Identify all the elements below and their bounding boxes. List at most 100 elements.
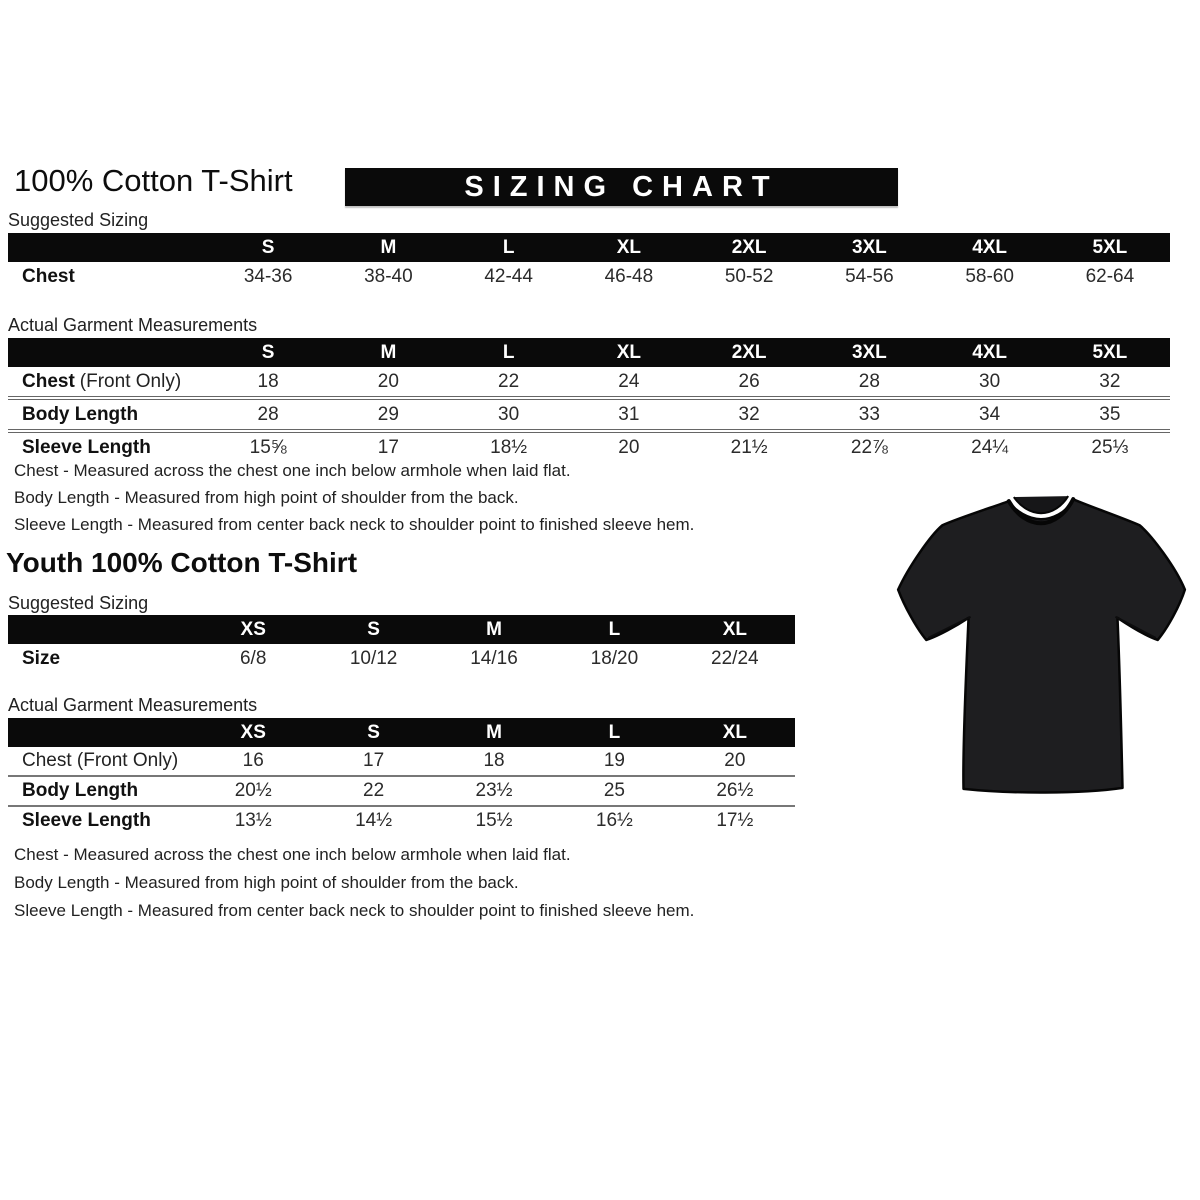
- measurement-note: Sleeve Length - Measured from center bac…: [14, 901, 695, 920]
- cell-value: 14/16: [470, 648, 518, 669]
- measurement-note: Body Length - Measured from high point o…: [14, 488, 519, 507]
- size-column-header: XL: [616, 341, 642, 363]
- cell-value: 16½: [595, 810, 633, 831]
- size-column-header: L: [608, 721, 621, 743]
- cell-value: 31: [618, 403, 640, 425]
- size-column-header: XL: [722, 618, 747, 640]
- row-label: Body Length: [22, 403, 139, 425]
- table-header-row: S M L XL 2XL 3XL 4XL 5XL: [8, 233, 1170, 262]
- size-column-header: M: [486, 618, 502, 640]
- size-column-header: M: [380, 341, 397, 363]
- size-column-header: 2XL: [731, 236, 767, 258]
- cell-value: 24: [618, 370, 640, 392]
- table-header-row: XS S M L XL: [8, 615, 795, 644]
- row-label: Sleeve Length: [22, 436, 151, 458]
- cell-value: 20: [724, 750, 746, 771]
- cell-value: 32: [1099, 370, 1121, 392]
- size-column-header: 4XL: [972, 236, 1008, 258]
- cell-value: 24¼: [971, 436, 1009, 458]
- table-header-row: S M L XL 2XL 3XL 4XL 5XL: [8, 338, 1170, 367]
- cell-value: 42-44: [484, 266, 533, 287]
- cell-value: 22: [363, 780, 385, 801]
- cell-value: 18: [483, 750, 505, 771]
- measurement-note: Sleeve Length - Measured from center bac…: [14, 515, 695, 534]
- size-column-header: 3XL: [851, 236, 887, 258]
- table-row: Body Length 20½ 22 23½ 25 26½: [8, 775, 795, 805]
- table-row: Chest (Front Only) 16 17 18 19 20: [8, 747, 795, 775]
- size-column-header: 5XL: [1092, 236, 1128, 258]
- size-column-header: XS: [240, 721, 266, 743]
- table-row: Chest 34-36 38-40 42-44 46-48 50-52 54-5…: [8, 262, 1170, 292]
- table-header-row: XS S M L XL: [8, 718, 795, 747]
- cell-value: 25⅓: [1091, 436, 1129, 458]
- cell-value: 33: [858, 403, 880, 425]
- row-label-suffix: (Front Only): [79, 370, 182, 392]
- sizing-chart-banner: SIZING CHART: [345, 168, 898, 206]
- cell-value: 54-56: [845, 266, 894, 287]
- cell-value: 16: [242, 750, 264, 771]
- size-column-header: 4XL: [972, 341, 1008, 363]
- cell-value: 21½: [730, 436, 768, 458]
- cell-value: 46-48: [604, 266, 654, 287]
- youth-suggested-sizing-label: Suggested Sizing: [8, 593, 149, 613]
- table-row: Chest (Front Only) 18 20 22 24 26 28 30 3…: [8, 367, 1170, 396]
- size-column-header: M: [380, 236, 397, 258]
- cell-value: 22⅞: [850, 436, 888, 458]
- cell-value: 26: [738, 370, 760, 392]
- cell-value: 29: [377, 403, 399, 425]
- cell-value: 22/24: [711, 648, 759, 669]
- row-label: Chest (Front Only): [8, 371, 208, 393]
- size-column-header: L: [502, 236, 515, 258]
- cell-value: 28: [257, 403, 279, 425]
- cell-value: 15½: [475, 810, 513, 831]
- cell-value: 6/8: [239, 648, 267, 669]
- cell-value: 25: [603, 780, 625, 801]
- youth-measurements-table: XS S M L XL Chest (Front Only) 16 17 18 …: [8, 718, 795, 835]
- cell-value: 13½: [234, 810, 272, 831]
- cell-value: 26½: [716, 780, 754, 801]
- youth-suggested-sizing-table: XS S M L XL Size 6/8 10/12 14/16 18/20 2…: [8, 615, 795, 674]
- row-label: Chest (Front Only): [22, 750, 179, 771]
- cell-value: 20: [618, 436, 640, 458]
- cell-value: 34-36: [243, 266, 293, 287]
- tshirt-right-underarm-fold: [1114, 615, 1157, 639]
- size-column-header: S: [261, 341, 275, 363]
- cell-value: 17½: [716, 810, 754, 831]
- cell-value: 30: [498, 403, 520, 425]
- table-row: Body Length 28 29 30 31 32 33 34 35: [8, 396, 1170, 429]
- measurement-note: Body Length - Measured from high point o…: [14, 873, 519, 892]
- tshirt-left-underarm-fold: [927, 615, 972, 639]
- size-column-header: L: [608, 618, 621, 640]
- cell-value: 18/20: [590, 648, 639, 669]
- cell-value: 18: [257, 370, 279, 392]
- cell-value: 15⅝: [249, 436, 287, 458]
- row-label: Body Length: [22, 780, 139, 801]
- cell-value: 17: [363, 750, 385, 771]
- size-column-header: XL: [722, 721, 747, 743]
- adult-measurements-table: S M L XL 2XL 3XL 4XL 5XL Chest (Front Onl…: [8, 338, 1170, 462]
- measurement-note: Chest - Measured across the chest one in…: [14, 461, 571, 480]
- tshirt-shape: [896, 497, 1187, 794]
- cell-value: 62-64: [1085, 266, 1135, 287]
- table-row: Sleeve Length 13½ 14½ 15½ 16½ 17½: [8, 805, 795, 835]
- cell-value: 19: [603, 750, 625, 771]
- table-row: Size 6/8 10/12 14/16 18/20 22/24: [8, 644, 795, 674]
- cell-value: 17: [377, 436, 399, 458]
- size-column-header: S: [367, 618, 380, 640]
- cell-value: 22: [498, 370, 520, 392]
- cell-value: 14½: [355, 810, 393, 831]
- size-column-header: M: [486, 721, 502, 743]
- youth-section-title: Youth 100% Cotton T-Shirt: [6, 547, 358, 578]
- table-row: Sleeve Length 15⅝ 17 18½ 20 21½ 22⅞ 24¼ …: [8, 429, 1170, 462]
- cell-value: 32: [738, 403, 760, 425]
- cell-value: 10/12: [349, 648, 398, 669]
- cell-value: 20: [377, 370, 399, 392]
- adult-measurements-label: Actual Garment Measurements: [8, 315, 258, 335]
- row-label: Chest: [22, 266, 75, 287]
- size-column-header: S: [367, 721, 380, 743]
- cell-value: 35: [1099, 403, 1121, 425]
- cell-value: 30: [979, 370, 1001, 392]
- adult-suggested-sizing-label: Suggested Sizing: [8, 210, 149, 230]
- measurement-note: Chest - Measured across the chest one in…: [14, 845, 571, 864]
